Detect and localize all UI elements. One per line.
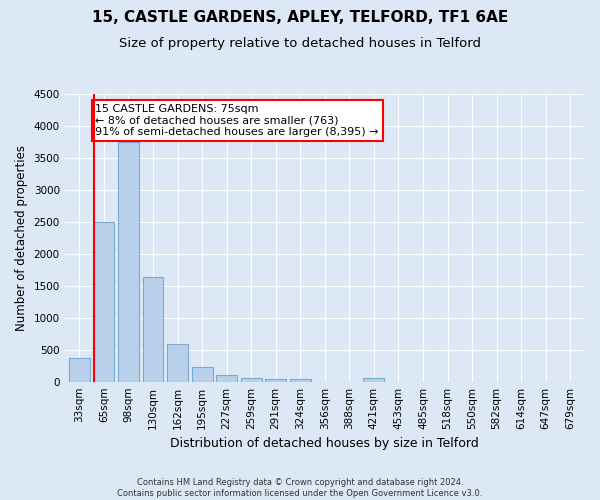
Bar [69, 358, 90, 382]
Text: Size of property relative to detached houses in Telford: Size of property relative to detached ho… [119, 38, 481, 51]
Bar [94, 222, 115, 382]
Bar [241, 378, 262, 382]
Bar [191, 367, 212, 382]
Y-axis label: Number of detached properties: Number of detached properties [15, 145, 28, 331]
Bar [290, 380, 311, 382]
Text: 15, CASTLE GARDENS, APLEY, TELFORD, TF1 6AE: 15, CASTLE GARDENS, APLEY, TELFORD, TF1 … [92, 10, 508, 25]
Bar [118, 142, 139, 382]
Bar [143, 277, 163, 382]
Text: Contains HM Land Registry data © Crown copyright and database right 2024.
Contai: Contains HM Land Registry data © Crown c… [118, 478, 482, 498]
Bar [364, 378, 385, 382]
Bar [167, 344, 188, 382]
Text: 15 CASTLE GARDENS: 75sqm
← 8% of detached houses are smaller (763)
91% of semi-d: 15 CASTLE GARDENS: 75sqm ← 8% of detache… [95, 104, 379, 137]
X-axis label: Distribution of detached houses by size in Telford: Distribution of detached houses by size … [170, 437, 479, 450]
Bar [265, 379, 286, 382]
Bar [216, 375, 237, 382]
